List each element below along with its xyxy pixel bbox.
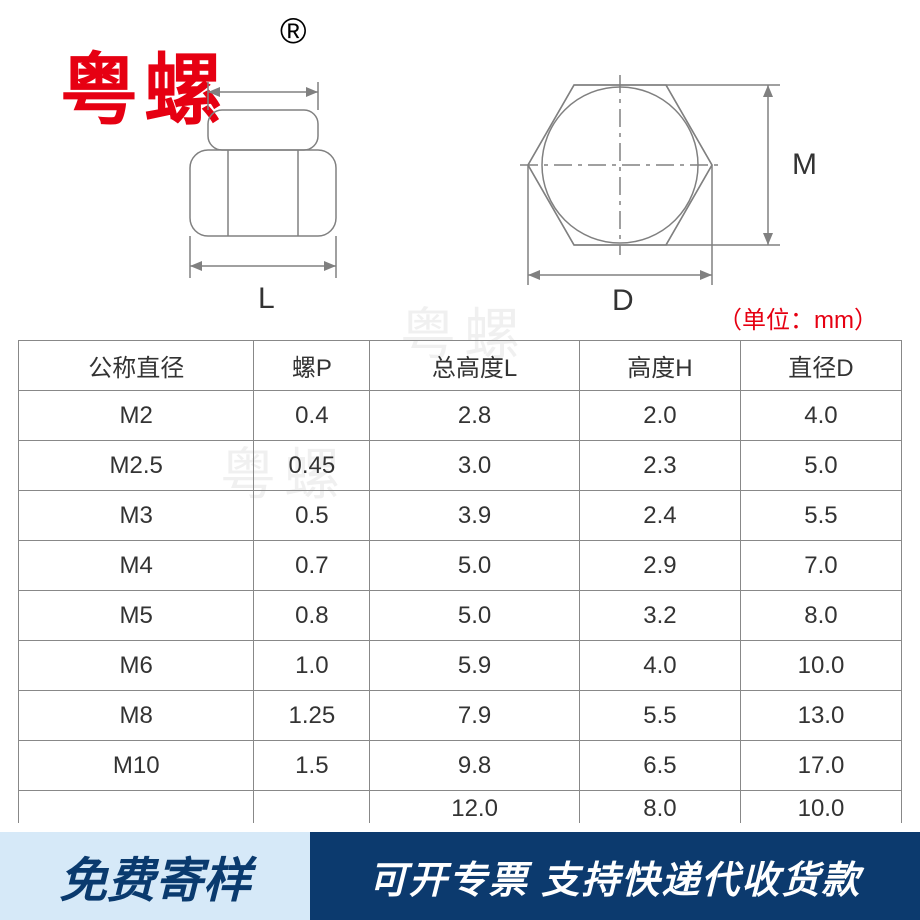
table-cell: 0.4 <box>254 391 370 441</box>
table-row: M20.42.82.04.0 <box>19 391 902 441</box>
footer-left: 免费寄样 <box>0 832 310 920</box>
table-cell: 4.0 <box>740 391 901 441</box>
table-body: M20.42.82.04.0M2.50.453.02.35.0M30.53.92… <box>19 391 902 824</box>
table-cell: 5.0 <box>370 591 580 641</box>
table-cell: 7.0 <box>740 541 901 591</box>
table-cell: M2 <box>19 391 254 441</box>
table-cell: M8 <box>19 691 254 741</box>
side-label-l: L <box>258 282 275 315</box>
table-cell: 0.7 <box>254 541 370 591</box>
table-row: M61.05.94.010.0 <box>19 641 902 691</box>
technical-diagram: L D M <box>0 70 920 330</box>
table-row-partial: 12.08.010.0 <box>19 791 902 824</box>
table-cell: 1.25 <box>254 691 370 741</box>
footer-right: 可开专票 支持快递代收货款 <box>310 832 920 920</box>
table-cell: 13.0 <box>740 691 901 741</box>
col-diameter: 公称直径 <box>19 341 254 391</box>
col-pitch: 螺P <box>254 341 370 391</box>
table-cell: 2.8 <box>370 391 580 441</box>
table-cell: 4.0 <box>579 641 740 691</box>
table-cell: 2.4 <box>579 491 740 541</box>
table-cell: 5.9 <box>370 641 580 691</box>
table-cell: 10.0 <box>740 791 901 824</box>
table-cell: 2.3 <box>579 441 740 491</box>
col-height: 高度H <box>579 341 740 391</box>
top-label-m: M <box>792 148 817 181</box>
table-cell: M2.5 <box>19 441 254 491</box>
table-cell: 3.9 <box>370 491 580 541</box>
table-row: M2.50.453.02.35.0 <box>19 441 902 491</box>
table-cell <box>254 791 370 824</box>
table-cell: 6.5 <box>579 741 740 791</box>
table-row: M81.257.95.513.0 <box>19 691 902 741</box>
table-header-row: 公称直径 螺P 总高度L 高度H 直径D <box>19 341 902 391</box>
table-row: M101.59.86.517.0 <box>19 741 902 791</box>
table-cell: 5.5 <box>740 491 901 541</box>
unit-note: （单位：mm） <box>718 300 878 335</box>
table-cell: 0.8 <box>254 591 370 641</box>
table-cell: 5.0 <box>740 441 901 491</box>
table-cell: 5.0 <box>370 541 580 591</box>
nut-diagram-svg: L D M <box>0 70 920 330</box>
table-cell: 12.0 <box>370 791 580 824</box>
table-cell: 8.0 <box>740 591 901 641</box>
top-label-d: D <box>612 284 634 317</box>
table-cell: 3.0 <box>370 441 580 491</box>
table-cell: 3.2 <box>579 591 740 641</box>
footer-banner: 免费寄样 可开专票 支持快递代收货款 <box>0 832 920 920</box>
table-cell: M6 <box>19 641 254 691</box>
table-cell: M4 <box>19 541 254 591</box>
table-cell: 1.0 <box>254 641 370 691</box>
registered-mark: ® <box>280 10 307 52</box>
table-cell: 2.9 <box>579 541 740 591</box>
table-cell: 0.45 <box>254 441 370 491</box>
table-row: M30.53.92.45.5 <box>19 491 902 541</box>
table-cell: M3 <box>19 491 254 541</box>
specification-table: 公称直径 螺P 总高度L 高度H 直径D M20.42.82.04.0M2.50… <box>18 340 902 823</box>
table-cell: M10 <box>19 741 254 791</box>
table-cell: 1.5 <box>254 741 370 791</box>
table-row: M40.75.02.97.0 <box>19 541 902 591</box>
table-cell: 10.0 <box>740 641 901 691</box>
table-cell: 0.5 <box>254 491 370 541</box>
table-cell: M5 <box>19 591 254 641</box>
col-d: 直径D <box>740 341 901 391</box>
table-cell: 7.9 <box>370 691 580 741</box>
table-cell: 2.0 <box>579 391 740 441</box>
table-row: M50.85.03.28.0 <box>19 591 902 641</box>
table-cell: 17.0 <box>740 741 901 791</box>
table-cell: 8.0 <box>579 791 740 824</box>
table-cell: 5.5 <box>579 691 740 741</box>
table-cell <box>19 791 254 824</box>
table-cell: 9.8 <box>370 741 580 791</box>
col-total-height: 总高度L <box>370 341 580 391</box>
